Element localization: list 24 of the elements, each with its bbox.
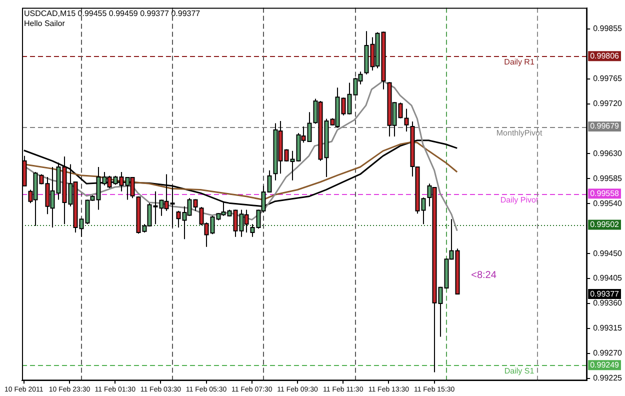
text: 0.99377	[590, 289, 620, 298]
y-tick-label: 0.99405	[593, 274, 623, 283]
y-tick-label: 0.99585	[593, 174, 623, 183]
annotation: 0.99679	[590, 122, 620, 131]
annotation: <8:24	[471, 270, 497, 282]
ref-line-label: Daily S1	[504, 366, 535, 376]
y-tick-label: 0.99720	[593, 98, 623, 108]
y-tick-label: 0.99450	[593, 248, 623, 258]
annotation: 0.99806	[590, 51, 620, 60]
y-tick-label: 0.99225	[593, 374, 623, 383]
annotation: 0.99249	[590, 360, 620, 370]
ref-line-label: MonthlyPivot	[496, 128, 543, 138]
ref-line-label: Daily R1	[504, 58, 535, 67]
annotation: 0.99502	[590, 220, 620, 229]
y-tick-label: 0.99360	[593, 298, 623, 308]
y-tick-label: 0.99315	[593, 324, 623, 333]
y-tick-label: 0.99270	[593, 348, 623, 358]
y-tick-label: 0.99540	[593, 198, 623, 208]
y-tick-label: 0.99765	[593, 74, 623, 84]
annotation: 0.99558	[590, 188, 620, 198]
y-tick-label: 0.99855	[593, 24, 623, 34]
text: Hello Sailor	[24, 19, 66, 28]
y-tick-label: 0.99630	[593, 148, 623, 158]
chart-title: USDCAD,M15 0.99455 0.99459 0.99377 0.99377	[24, 9, 201, 18]
